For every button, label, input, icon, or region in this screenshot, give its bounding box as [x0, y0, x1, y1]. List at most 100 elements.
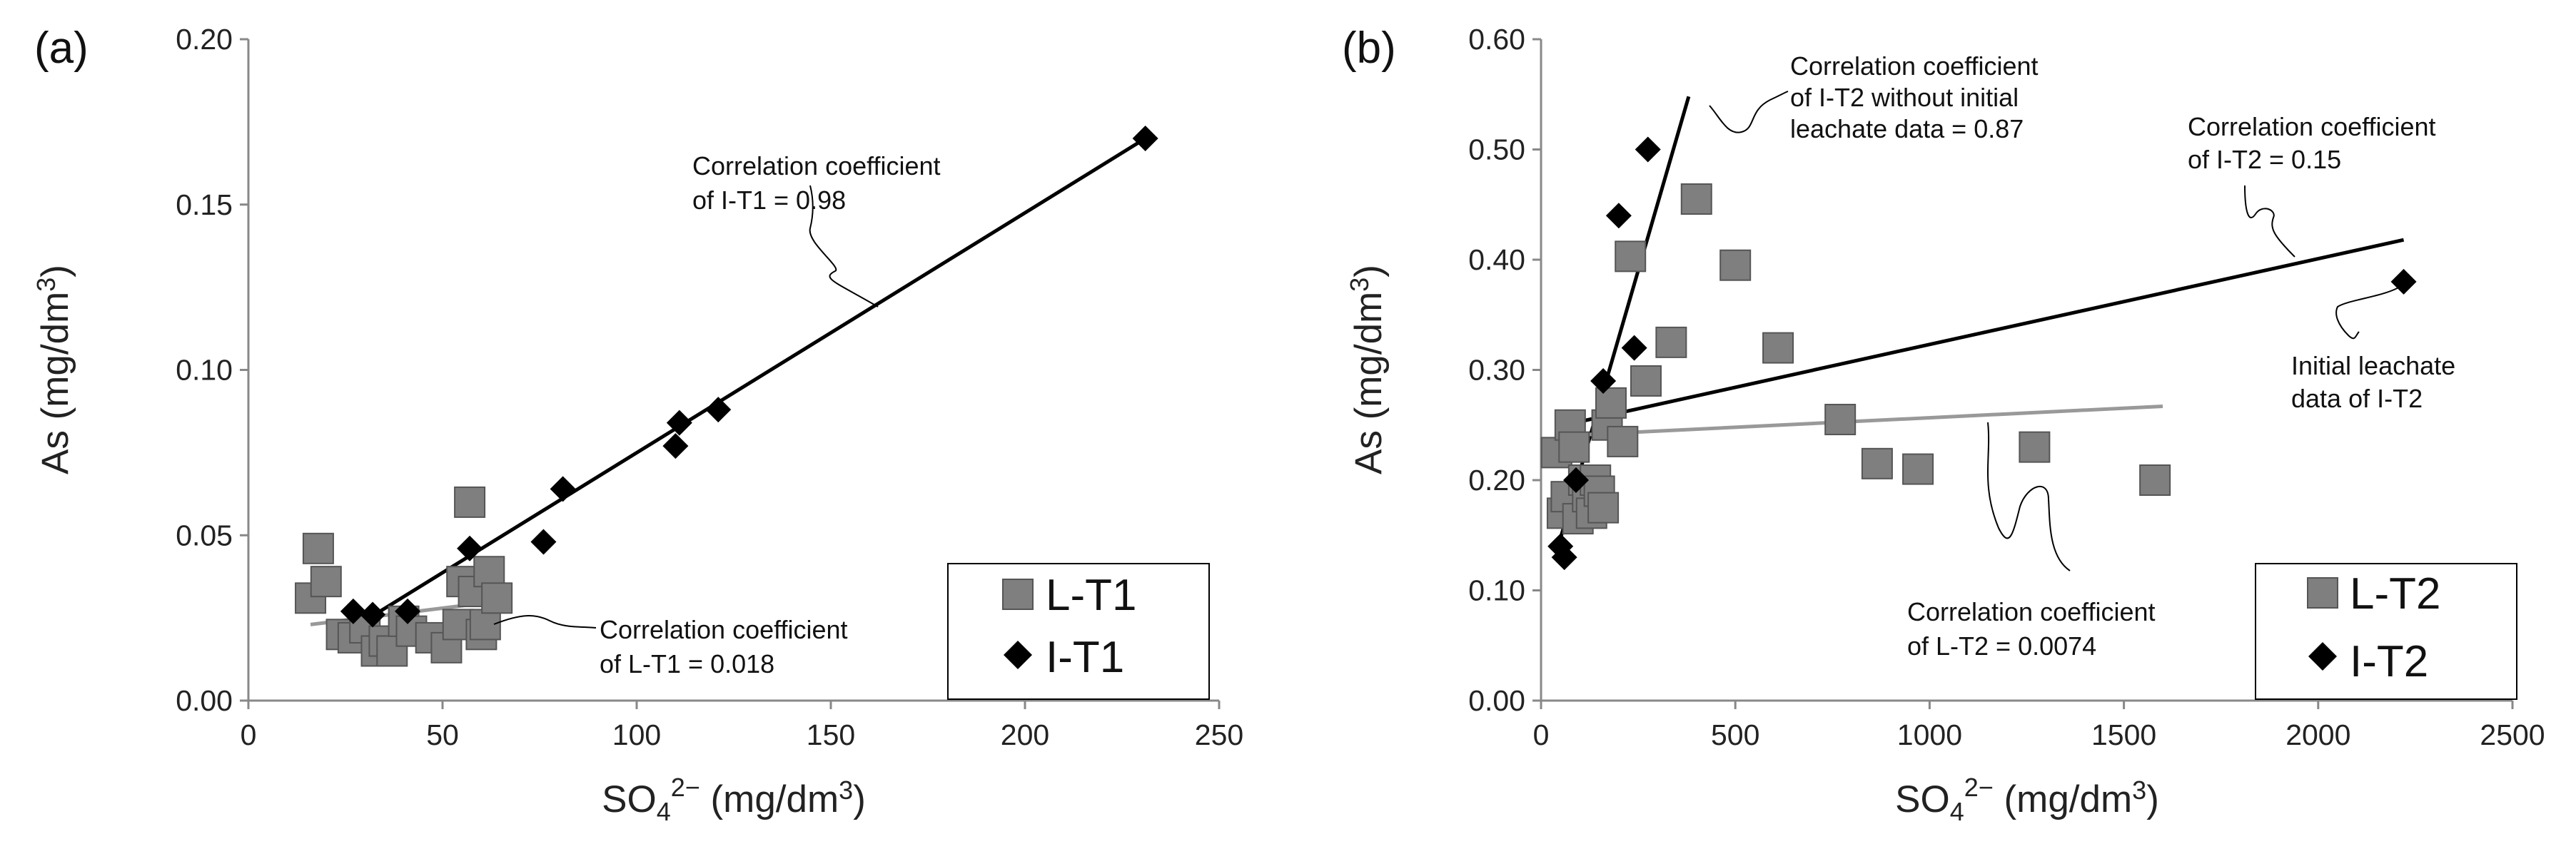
trendline-i-t2-fit — [1564, 238, 2405, 427]
legend-box-b — [2255, 563, 2517, 700]
annotation-initial-leachate-line1: Initial leachate — [2291, 351, 2455, 380]
data-point-l-t2 — [1607, 425, 1639, 457]
legend-marker-i-t2 — [2308, 642, 2337, 671]
y-tick-label: 0.20 — [176, 23, 233, 56]
annotation-i-t2-wo-line1: Correlation coefficient — [1790, 51, 2039, 81]
points-b — [1540, 136, 2417, 571]
y-tick-label: 0.00 — [1468, 684, 1525, 717]
data-point-l-t1 — [454, 486, 486, 518]
annotation-i-t1: Correlation coefficient of I-T1 = 0.98 — [692, 151, 941, 307]
data-point-l-t2 — [1587, 492, 1620, 524]
x-axis-title-a: SO42− (mg/dm3) — [602, 773, 866, 826]
annotation-l-t1-line1: Correlation coefficient — [600, 615, 848, 644]
annotation-i-t2-line1: Correlation coefficient — [2188, 112, 2436, 141]
data-point-i-t1 — [662, 433, 689, 459]
data-point-l-t2 — [1630, 365, 1662, 397]
annotation-i-t2-without-initial: Correlation coefficient of I-T2 without i… — [1709, 51, 2039, 143]
annotation-i-t1-line2: of I-T1 = 0.98 — [692, 185, 846, 215]
data-point-i-t1 — [395, 598, 421, 624]
callout-line-i-t2-without-initial — [1709, 91, 1789, 133]
y-tick-label: 0.60 — [1468, 23, 1525, 56]
x-tick-label: 250 — [1195, 718, 1243, 751]
y-tick-label: 0.05 — [176, 519, 233, 551]
data-point-l-t2 — [1902, 453, 1934, 485]
data-point-l-t2 — [1680, 183, 1712, 215]
data-point-i-t1 — [457, 535, 483, 561]
data-point-i-t2 — [1605, 203, 1632, 229]
x-tick-label: 150 — [807, 718, 855, 751]
data-point-l-t1 — [310, 566, 342, 598]
y-axis-title-b: As (mg/dm3) — [1345, 265, 1390, 474]
annotation-l-t2: Correlation coefficient of L-T2 = 0.0074 — [1907, 422, 2156, 661]
x-tick-label: 2000 — [2285, 718, 2350, 751]
annotation-i-t2-wo-line3: leachate data = 0.87 — [1790, 114, 2024, 143]
data-point-i-t1 — [550, 476, 576, 502]
annotation-i-t1-line1: Correlation coefficient — [692, 151, 941, 181]
data-point-l-t2 — [1615, 240, 1647, 273]
data-point-i-t2 — [1590, 367, 1617, 394]
panel-label-b: (b) — [1342, 24, 1396, 73]
x-axis-title-b: SO42− (mg/dm3) — [1895, 773, 2159, 826]
data-point-l-t1 — [469, 609, 501, 641]
data-point-l-t2 — [2139, 464, 2171, 496]
trendline-i-t1-fit — [352, 136, 1146, 630]
data-point-l-t2 — [1861, 447, 1893, 479]
data-point-l-t2 — [1595, 387, 1627, 419]
y-tick-label: 0.15 — [176, 188, 233, 221]
x-tick-label: 100 — [612, 718, 661, 751]
y-tick-label: 0.00 — [176, 684, 233, 717]
x-tick-label: 1000 — [1897, 718, 1962, 751]
data-point-i-t1 — [705, 397, 732, 423]
data-point-l-t2 — [2019, 431, 2051, 463]
callout-line-l-t2 — [1987, 422, 2071, 571]
annotation-l-t2-line1: Correlation coefficient — [1907, 597, 2156, 626]
legend-marker-i-t1 — [1004, 641, 1032, 669]
x-tick-label: 2500 — [2480, 718, 2545, 751]
annotation-initial-leachate: Initial leachate data of I-T2 — [2291, 285, 2455, 413]
data-point-i-t2 — [2390, 268, 2417, 295]
annotation-l-t2-line2: of L-T2 = 0.0074 — [1907, 631, 2096, 661]
y-tick-label: 0.40 — [1468, 243, 1525, 276]
data-point-l-t2 — [1558, 431, 1590, 463]
y-tick-label: 0.50 — [1468, 133, 1525, 166]
legend-b: L-T2 I-T2 — [2255, 563, 2517, 700]
x-tick-label: 50 — [426, 718, 459, 751]
legend-label-l-t1: L-T1 — [1046, 571, 1136, 620]
x-ticks-b: 0 500 1000 1500 2000 2500 — [1533, 701, 2545, 751]
callout-line-initial-leachate — [2335, 285, 2403, 340]
panel-label-a: (a) — [34, 24, 89, 73]
legend-a: L-T1 I-T1 — [947, 563, 1210, 700]
data-point-i-t1 — [340, 598, 366, 624]
points-a — [295, 126, 1158, 667]
y-axis-title-a: As (mg/dm3) — [31, 265, 76, 474]
y-ticks-a: 0.00 0.05 0.10 0.15 0.20 — [176, 23, 248, 717]
data-point-l-t2 — [1824, 404, 1857, 436]
data-point-l-t2 — [1719, 249, 1752, 281]
annotation-l-t1-line2: of L-T1 = 0.018 — [600, 649, 774, 678]
data-point-l-t1 — [473, 556, 505, 588]
x-tick-label: 1500 — [2091, 718, 2156, 751]
legend-label-l-t2: L-T2 — [2350, 569, 2440, 619]
data-point-i-t1 — [1132, 126, 1158, 152]
x-ticks-a: 0 50 100 150 200 250 — [241, 701, 1243, 751]
y-tick-label: 0.20 — [1468, 464, 1525, 497]
x-tick-label: 500 — [1711, 718, 1759, 751]
callout-line-l-t1 — [493, 615, 597, 629]
annotation-i-t2-wo-line2: of I-T2 without initial — [1790, 83, 2019, 112]
legend-label-i-t1: I-T1 — [1046, 633, 1124, 682]
data-point-l-t1 — [302, 532, 334, 564]
data-point-i-t1 — [530, 529, 557, 555]
x-tick-label: 0 — [241, 718, 257, 751]
legend-box-a — [947, 563, 1210, 700]
panel-b: (b) 0.00 0.10 0.20 0.30 0.40 0.50 0.60 0 500 100… — [1342, 23, 2545, 826]
callout-line-i-t2 — [2244, 185, 2295, 258]
legend-marker-l-t1 — [1002, 579, 1034, 610]
y-tick-label: 0.10 — [176, 354, 233, 387]
data-point-i-t2 — [1562, 467, 1589, 493]
data-point-i-t2 — [1635, 136, 1661, 163]
annotation-i-t2-line2: of I-T2 = 0.15 — [2188, 145, 2341, 174]
